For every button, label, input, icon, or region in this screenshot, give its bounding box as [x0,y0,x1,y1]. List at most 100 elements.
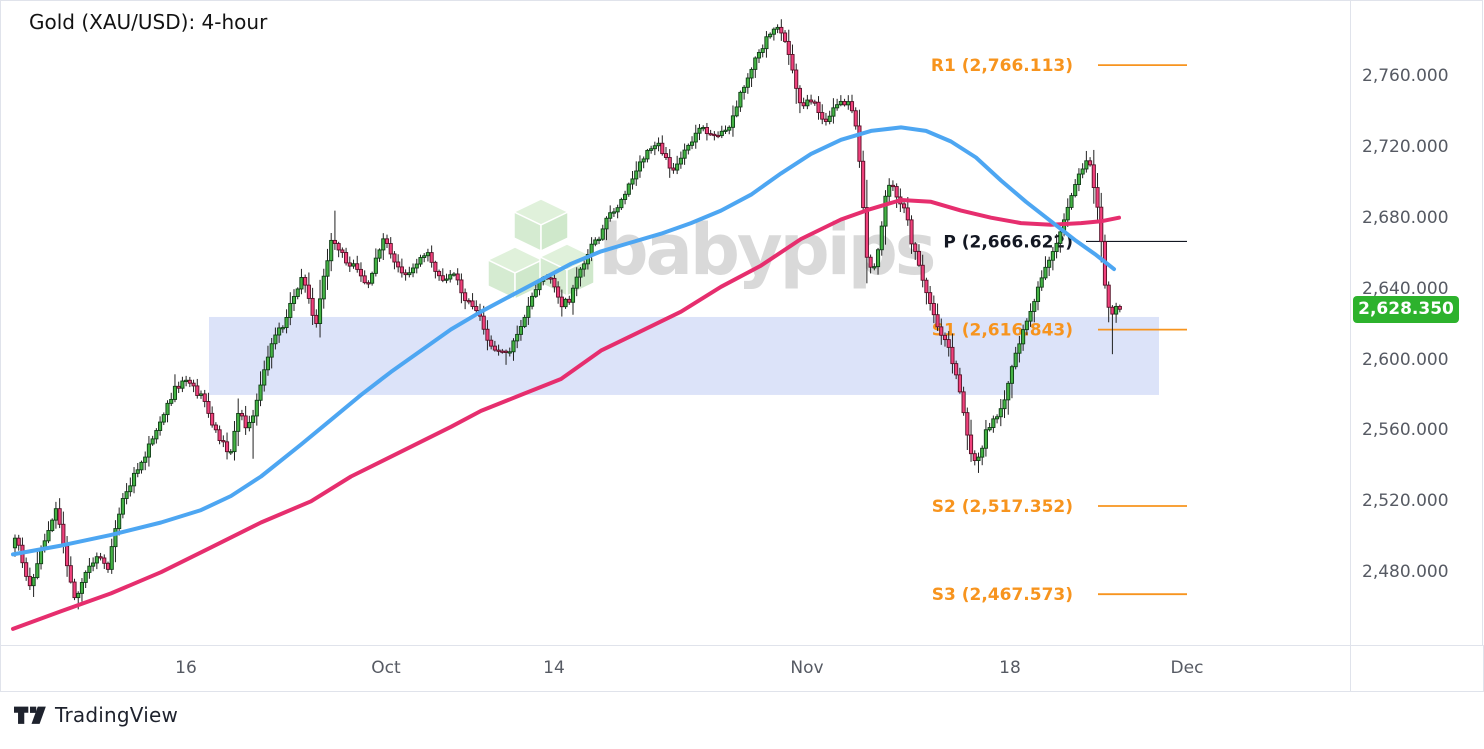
candle [998,408,1003,418]
candle [641,158,646,163]
ma-slow-line [11,198,1121,631]
candle [399,266,404,274]
candle [939,326,944,336]
time-tick-label: Dec [1170,658,1204,678]
candle [373,257,378,274]
candle [552,277,557,288]
candle [563,298,568,308]
candle [712,133,717,137]
candle [139,461,144,471]
candle [53,508,58,521]
candle [626,183,631,195]
candle [991,418,996,428]
candle [496,349,501,352]
candle [853,110,858,127]
candle [91,562,96,567]
candle [280,327,285,330]
candle [515,333,520,342]
candle [489,339,494,347]
candle [760,48,765,53]
candle [1050,251,1055,261]
candle [652,145,657,150]
candle [693,132,698,143]
candle [76,592,81,599]
candle [1065,206,1070,221]
candle [704,127,709,135]
candle [410,267,416,274]
time-axis[interactable]: 16 Oct 14 Nov 18 Dec [0,645,1484,692]
candle [295,288,300,297]
candlestick-series [12,19,1122,610]
candle [485,328,490,341]
candle [1047,259,1052,268]
candle [120,498,125,515]
price-tick-label: 2,680.000 [1362,207,1449,228]
candle [968,434,974,455]
candle [835,104,840,109]
candle [708,133,713,136]
candle [671,167,676,171]
candle [924,279,929,294]
candle [31,577,36,587]
candle [265,356,271,371]
candle [24,562,29,577]
candle [146,443,151,458]
candle [820,112,825,120]
price-tick-label: 2,520.000 [1362,491,1449,512]
candle [995,416,1000,420]
candle [169,398,174,404]
candle [1080,168,1085,175]
candle [437,270,442,277]
candle [611,211,616,214]
candle [905,207,910,221]
candle [150,438,155,445]
chart-canvas[interactable]: babypips R1 (2,766.113)P (2,666.622)S1 (… [1,1,1351,645]
candle [57,508,62,525]
candle [1035,286,1041,303]
price-tick-label: 2,600.000 [1362,349,1449,370]
candle [827,115,832,122]
candle [637,161,643,172]
candle [1091,164,1096,189]
candle [72,581,77,599]
candle [291,296,297,304]
candle [868,256,873,268]
candle [771,28,776,35]
candle [723,129,728,132]
candle [370,272,375,284]
candle [935,314,940,328]
candle [87,565,92,573]
candle [615,207,620,213]
candle [660,142,665,155]
pivot-levels: R1 (2,766.113) P (2,666.622) S1 (2,616.843… [931,56,1187,605]
candle [634,170,639,180]
candle [258,384,263,401]
candle [425,252,430,257]
candle [284,317,289,329]
candle [645,149,650,160]
tradingview-branding[interactable]: TradingView [14,703,178,727]
candle [1084,160,1089,170]
candle [317,298,323,324]
candle [407,272,412,276]
candle [98,556,103,559]
candle [511,340,516,353]
candle [522,316,527,327]
price-tick-label: 2,480.000 [1362,562,1449,583]
candle [448,274,453,280]
candle [682,149,687,159]
candle [314,314,319,324]
candle [738,91,743,108]
candle [883,195,888,227]
candle [65,545,70,567]
candle [414,263,419,269]
candle [83,571,88,583]
price-tick-label: 2,640.000 [1362,278,1449,299]
candle [79,582,85,594]
candle [247,421,252,429]
price-axis[interactable]: 2,760.000 2,720.000 2,680.000 2,640.000 2,60… [1350,0,1483,645]
candle [1021,329,1026,345]
candle [983,429,988,449]
candle [797,87,802,104]
